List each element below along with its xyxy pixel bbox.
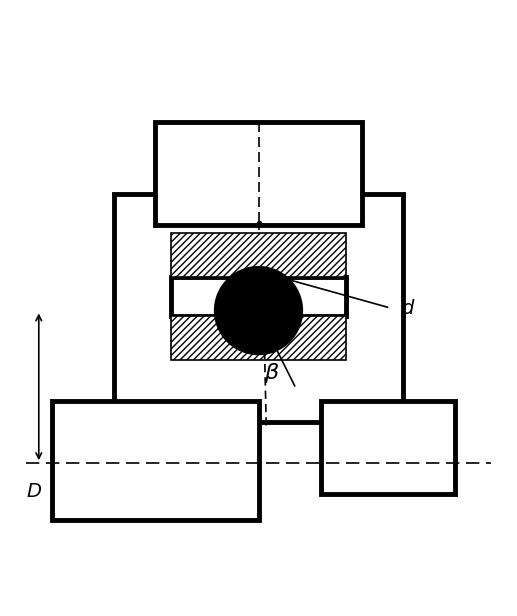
Bar	[321, 401, 455, 494]
Bar	[52, 401, 258, 520]
Bar	[171, 316, 346, 360]
Bar	[171, 233, 346, 277]
Text: $\beta$: $\beta$	[264, 360, 279, 384]
Bar	[155, 122, 362, 225]
Text: D: D	[26, 482, 41, 501]
Text: d: d	[401, 299, 413, 317]
Bar	[171, 277, 346, 316]
Circle shape	[215, 267, 302, 355]
Bar	[114, 194, 403, 422]
